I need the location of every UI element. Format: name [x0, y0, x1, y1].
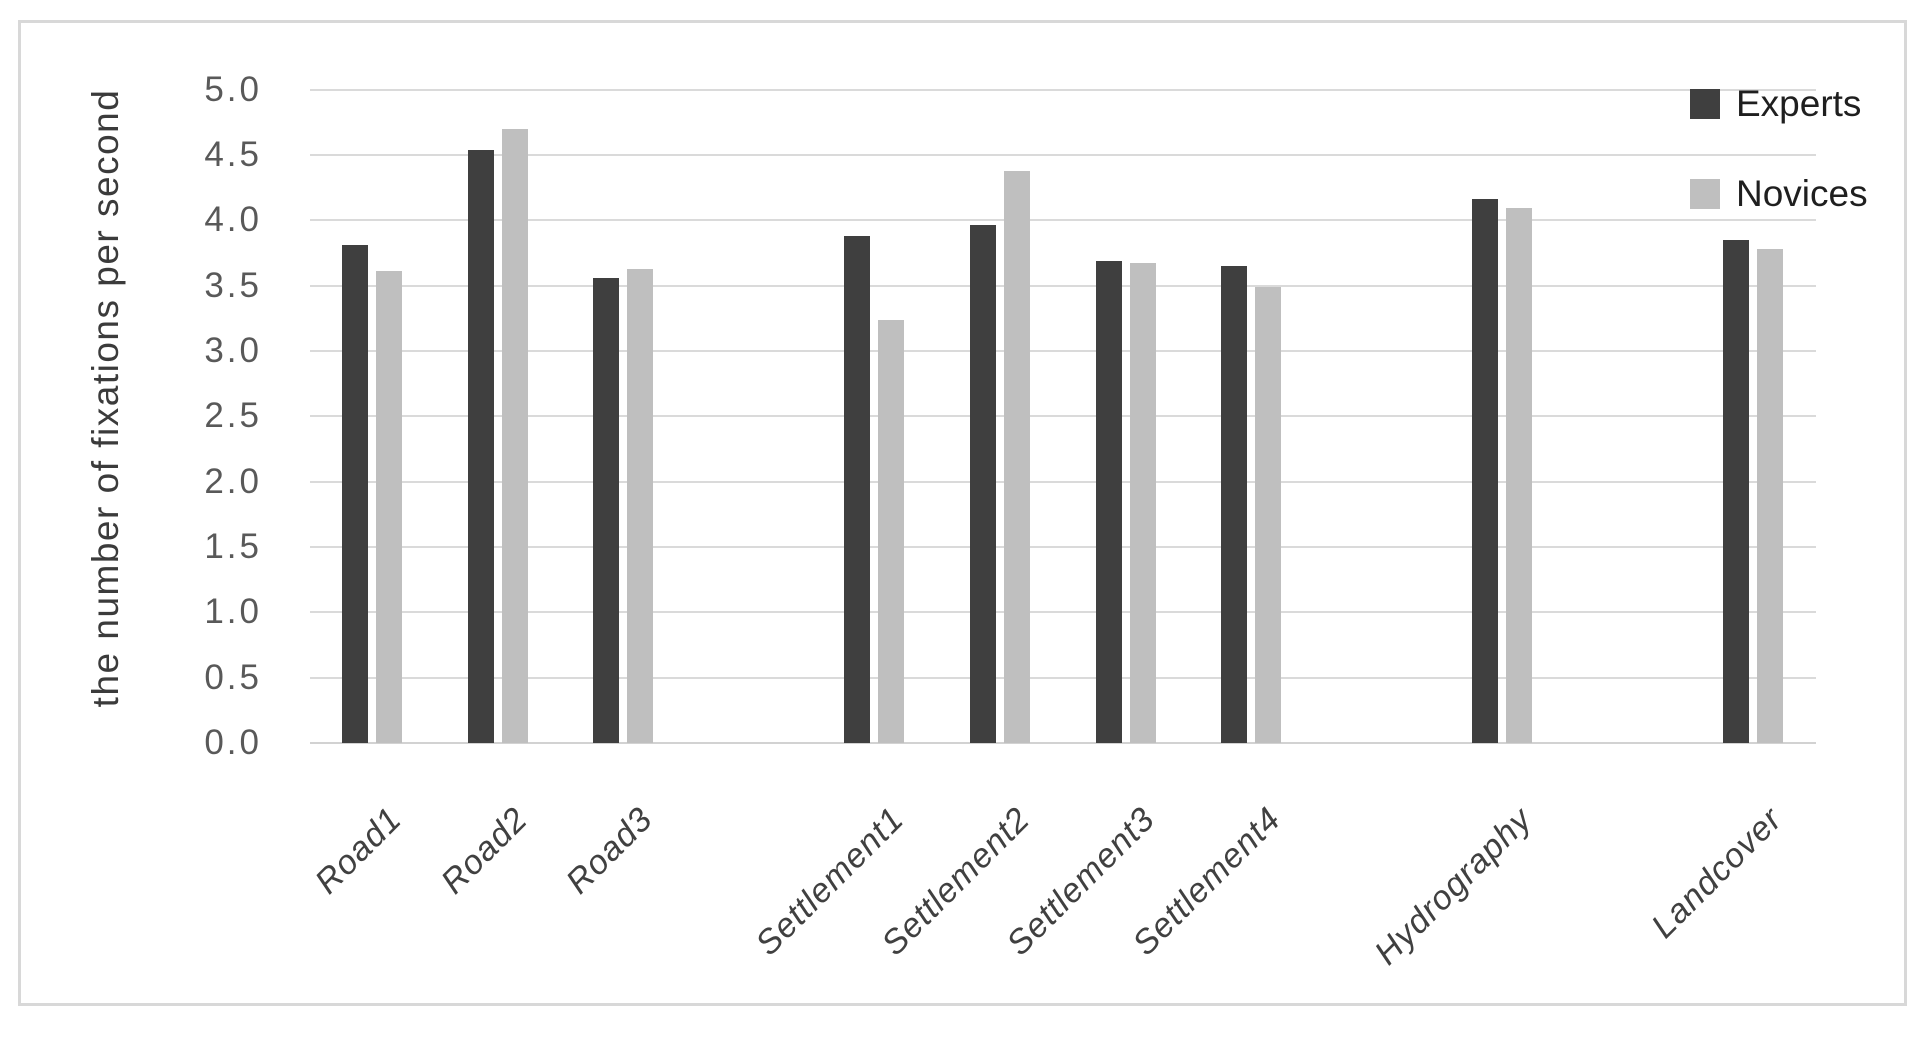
y-tick-label: 0.0 [204, 723, 262, 762]
legend: Experts Novices [1690, 83, 1868, 266]
gridline [309, 545, 1816, 548]
gridline [309, 284, 1816, 287]
bar-experts-hydrography [1472, 199, 1499, 743]
bar-experts-settlement1 [844, 235, 871, 743]
bar-experts-landcover [1723, 239, 1750, 743]
bar-experts-road3 [593, 277, 620, 743]
bar-experts-settlement3 [1095, 260, 1122, 743]
bar-novices-settlement3 [1129, 263, 1156, 743]
bar-experts-road2 [467, 149, 494, 743]
y-tick-label: 3.0 [204, 330, 262, 370]
y-tick-label: 1.0 [204, 592, 262, 632]
y-tick-label: 4.5 [204, 134, 262, 174]
y-tick-label: 2.5 [204, 396, 262, 436]
y-tick-label: 5.0 [204, 69, 262, 109]
y-tick-label: 2.0 [204, 461, 262, 501]
chart-frame [18, 20, 1907, 1006]
gridline [309, 676, 1816, 679]
bar-novices-road3 [627, 268, 654, 743]
bar-novices-landcover [1757, 248, 1784, 743]
bar-novices-settlement4 [1255, 286, 1282, 743]
bar-novices-settlement1 [878, 319, 905, 743]
legend-label-experts: Experts [1736, 83, 1862, 124]
x-axis-line [309, 742, 1816, 744]
gridline [309, 88, 1816, 91]
gridline [309, 349, 1816, 352]
gridline [309, 611, 1816, 614]
gridline [309, 219, 1816, 222]
y-tick-label: 4.0 [204, 200, 262, 240]
bar-experts-settlement2 [969, 225, 996, 743]
bar-experts-road1 [342, 245, 369, 743]
gridline [309, 480, 1816, 483]
legend-label-novices: Novices [1736, 173, 1868, 214]
y-tick-label: 0.5 [204, 657, 262, 697]
bar-experts-settlement4 [1221, 265, 1248, 743]
legend-swatch-novices-icon [1690, 179, 1720, 209]
legend-item-experts: Experts [1690, 83, 1868, 124]
gridline [309, 415, 1816, 418]
legend-item-novices: Novices [1690, 173, 1868, 214]
legend-swatch-experts-icon [1690, 89, 1720, 119]
bar-novices-hydrography [1506, 208, 1533, 743]
bar-novices-road1 [376, 271, 403, 743]
bar-novices-settlement2 [1003, 170, 1030, 743]
y-tick-label: 1.5 [204, 526, 262, 566]
y-tick-label: 3.5 [204, 265, 262, 305]
bar-novices-road2 [501, 128, 528, 743]
gridline [309, 153, 1816, 156]
